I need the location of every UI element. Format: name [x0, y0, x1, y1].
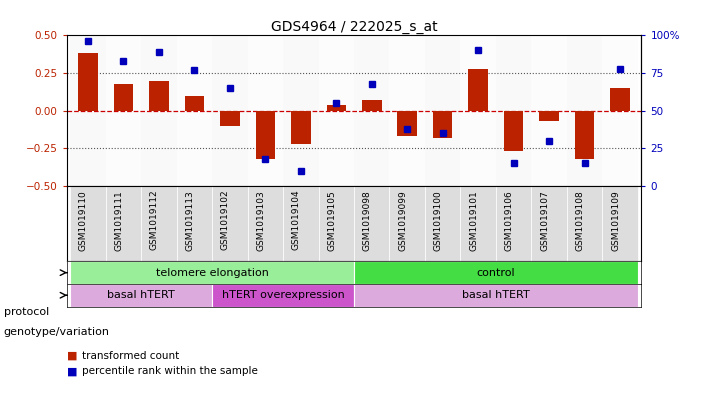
Bar [70, 186, 106, 261]
Bar [247, 35, 283, 186]
Bar [106, 35, 141, 186]
Bar [354, 35, 390, 186]
Bar [318, 186, 354, 261]
Bar [496, 186, 531, 261]
Bar [327, 105, 346, 111]
Bar [602, 186, 638, 261]
Bar [390, 35, 425, 186]
Text: GSM1019098: GSM1019098 [362, 190, 372, 250]
Text: hTERT overexpression: hTERT overexpression [222, 290, 344, 300]
Bar [283, 35, 318, 186]
Bar [354, 261, 638, 284]
Bar [291, 111, 311, 144]
Bar [283, 186, 318, 261]
Bar [611, 88, 630, 111]
Bar [212, 186, 247, 261]
Text: GSM1019112: GSM1019112 [150, 190, 159, 250]
Bar [141, 35, 177, 186]
Bar [575, 111, 594, 159]
Text: GSM1019105: GSM1019105 [327, 190, 336, 250]
Bar [177, 186, 212, 261]
Bar [539, 111, 559, 121]
Bar [141, 186, 177, 261]
Text: GSM1019104: GSM1019104 [292, 190, 301, 250]
Text: GSM1019111: GSM1019111 [114, 190, 123, 250]
Bar [256, 111, 275, 159]
Text: GSM1019099: GSM1019099 [398, 190, 407, 250]
Bar [433, 111, 452, 138]
Bar [461, 35, 496, 186]
Text: GSM1019102: GSM1019102 [221, 190, 230, 250]
Bar [567, 186, 602, 261]
Bar [220, 111, 240, 126]
Bar [78, 53, 97, 111]
Bar [212, 284, 354, 307]
Text: GSM1019108: GSM1019108 [576, 190, 585, 250]
Bar [397, 111, 417, 136]
Bar [318, 35, 354, 186]
Bar [247, 186, 283, 261]
Text: basal hTERT: basal hTERT [107, 290, 175, 300]
Bar [212, 35, 247, 186]
Bar [149, 81, 169, 111]
Text: GSM1019106: GSM1019106 [505, 190, 514, 250]
Text: control: control [477, 268, 515, 277]
Bar [504, 111, 524, 151]
Bar [425, 35, 461, 186]
Text: GSM1019103: GSM1019103 [257, 190, 265, 250]
Bar [362, 100, 381, 111]
Text: GSM1019109: GSM1019109 [611, 190, 620, 250]
Bar [106, 186, 141, 261]
Text: ■: ■ [67, 366, 77, 376]
Bar [468, 68, 488, 111]
Text: protocol: protocol [4, 307, 49, 318]
Text: GSM1019107: GSM1019107 [540, 190, 549, 250]
Bar [184, 95, 204, 111]
Text: telomere elongation: telomere elongation [156, 268, 268, 277]
Text: GSM1019101: GSM1019101 [469, 190, 478, 250]
Title: GDS4964 / 222025_s_at: GDS4964 / 222025_s_at [271, 20, 437, 34]
Bar [354, 186, 390, 261]
Bar [602, 35, 638, 186]
Bar [70, 261, 354, 284]
Bar [354, 284, 638, 307]
Bar [177, 35, 212, 186]
Text: GSM1019110: GSM1019110 [79, 190, 88, 250]
Bar [425, 186, 461, 261]
Text: GSM1019100: GSM1019100 [434, 190, 443, 250]
Bar [531, 35, 567, 186]
Bar [461, 186, 496, 261]
Bar [70, 284, 212, 307]
Bar [567, 35, 602, 186]
Text: ■: ■ [67, 351, 77, 361]
Bar [114, 84, 133, 111]
Bar [390, 186, 425, 261]
Text: basal hTERT: basal hTERT [462, 290, 530, 300]
Text: genotype/variation: genotype/variation [4, 327, 109, 337]
Text: percentile rank within the sample: percentile rank within the sample [82, 366, 258, 376]
Bar [531, 186, 567, 261]
Bar [70, 35, 106, 186]
Text: GSM1019113: GSM1019113 [185, 190, 194, 250]
Text: transformed count: transformed count [82, 351, 179, 361]
Bar [496, 35, 531, 186]
